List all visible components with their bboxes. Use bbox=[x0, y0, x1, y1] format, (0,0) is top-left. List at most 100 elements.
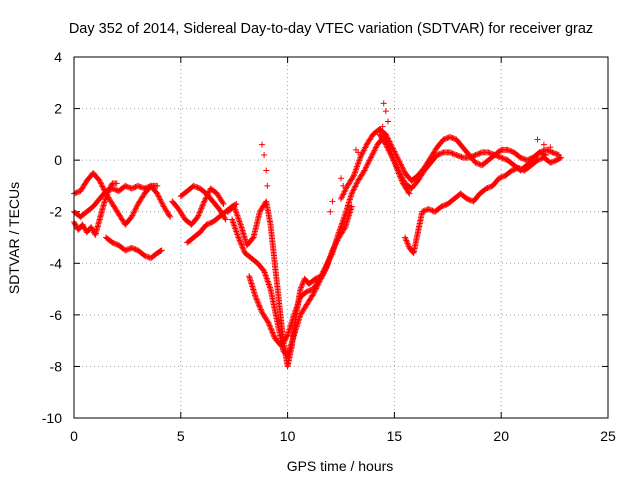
data-point bbox=[402, 234, 409, 241]
data-point bbox=[500, 155, 507, 162]
data-point bbox=[499, 155, 506, 162]
data-point bbox=[487, 183, 494, 190]
data-point bbox=[439, 203, 446, 210]
data-point bbox=[419, 208, 426, 215]
data-point bbox=[194, 213, 201, 220]
axis-ticks: 0 5 10 15 20 25 -10 -8 -6 -4 -2 0 2 4 bbox=[42, 49, 616, 444]
data-point bbox=[109, 239, 116, 246]
data-point bbox=[131, 208, 138, 215]
data-point bbox=[365, 158, 372, 165]
data-point bbox=[384, 134, 391, 141]
data-point bbox=[268, 328, 275, 335]
data-point bbox=[350, 186, 357, 193]
data-point bbox=[435, 151, 442, 158]
data-point bbox=[128, 185, 135, 192]
data-point bbox=[475, 150, 482, 157]
data-point bbox=[194, 184, 201, 191]
data-point bbox=[298, 284, 305, 291]
data-point bbox=[100, 184, 107, 191]
data-point bbox=[372, 144, 379, 151]
data-point bbox=[122, 247, 129, 254]
data-point bbox=[264, 182, 271, 189]
data-point bbox=[142, 184, 149, 191]
data-point bbox=[518, 155, 525, 162]
data-point bbox=[534, 157, 541, 164]
data-point bbox=[421, 207, 428, 214]
data-point bbox=[455, 153, 462, 160]
y-tick-label: 0 bbox=[54, 152, 62, 168]
data-point bbox=[72, 190, 79, 197]
data-point bbox=[470, 153, 477, 160]
data-point bbox=[99, 183, 106, 190]
data-point bbox=[342, 185, 349, 192]
data-point bbox=[266, 322, 273, 329]
data-point bbox=[263, 167, 270, 174]
data-point bbox=[392, 160, 399, 167]
data-point bbox=[196, 209, 203, 216]
data-point bbox=[508, 167, 515, 174]
data-point bbox=[260, 266, 267, 273]
data-point bbox=[472, 151, 479, 158]
data-point bbox=[498, 174, 505, 181]
data-point bbox=[405, 243, 412, 250]
data-point bbox=[552, 150, 559, 157]
data-point bbox=[108, 182, 115, 189]
data-point bbox=[325, 258, 332, 265]
data-point bbox=[319, 270, 326, 277]
data-point bbox=[504, 146, 511, 153]
data-point bbox=[390, 157, 397, 164]
data-point bbox=[320, 267, 327, 274]
data-point bbox=[425, 206, 432, 213]
data-point bbox=[475, 160, 482, 167]
data-point bbox=[338, 194, 345, 201]
data-point bbox=[458, 154, 465, 161]
data-point bbox=[155, 193, 162, 200]
data-point bbox=[361, 167, 368, 174]
data-point bbox=[348, 190, 355, 197]
data-point bbox=[450, 150, 457, 157]
data-point bbox=[545, 147, 552, 154]
data-point bbox=[258, 307, 265, 314]
data-point bbox=[543, 146, 550, 153]
data-point bbox=[387, 150, 394, 157]
data-point bbox=[200, 201, 207, 208]
data-point bbox=[387, 139, 394, 146]
data-point bbox=[396, 168, 403, 175]
data-point bbox=[154, 190, 161, 197]
data-point bbox=[468, 153, 475, 160]
data-point bbox=[362, 144, 369, 151]
data-point bbox=[113, 180, 120, 187]
y-tick-label: -4 bbox=[50, 255, 63, 271]
data-point bbox=[353, 180, 360, 187]
data-point bbox=[372, 145, 379, 152]
data-point bbox=[267, 325, 274, 332]
data-point bbox=[537, 149, 544, 156]
data-point bbox=[438, 203, 445, 210]
data-point bbox=[129, 212, 136, 219]
data-point bbox=[548, 159, 555, 166]
data-point bbox=[340, 182, 347, 189]
data-point bbox=[398, 173, 405, 180]
data-point bbox=[383, 132, 390, 139]
data-point bbox=[257, 305, 264, 312]
data-point bbox=[261, 151, 268, 158]
data-point bbox=[132, 183, 139, 190]
data-point bbox=[540, 141, 547, 148]
data-point bbox=[326, 255, 333, 262]
data-point bbox=[252, 293, 259, 300]
data-point bbox=[136, 183, 143, 190]
data-point bbox=[283, 333, 290, 340]
data-point bbox=[124, 246, 131, 253]
data-point bbox=[146, 183, 153, 190]
data-point bbox=[96, 177, 103, 184]
data-point bbox=[141, 252, 148, 259]
data-point bbox=[340, 191, 347, 198]
data-point bbox=[157, 248, 164, 255]
data-point bbox=[446, 133, 453, 140]
y-tick-label: 4 bbox=[54, 49, 62, 65]
data-point bbox=[306, 287, 313, 294]
data-point bbox=[350, 187, 357, 194]
data-point bbox=[358, 151, 365, 158]
data-point bbox=[329, 198, 336, 205]
data-point bbox=[201, 198, 208, 205]
